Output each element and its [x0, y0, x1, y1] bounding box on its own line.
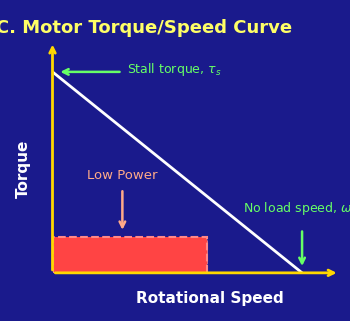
Text: Low Power: Low Power	[87, 169, 158, 182]
Text: Torque: Torque	[16, 140, 31, 198]
Bar	[52, 237, 207, 273]
Text: No load speed, $\omega_n$: No load speed, $\omega_n$	[243, 200, 350, 217]
Text: Rotational Speed: Rotational Speed	[136, 291, 284, 306]
Text: D.C. Motor Torque/Speed Curve: D.C. Motor Torque/Speed Curve	[0, 19, 292, 37]
Text: Stall torque, $\tau_s$: Stall torque, $\tau_s$	[127, 61, 222, 78]
